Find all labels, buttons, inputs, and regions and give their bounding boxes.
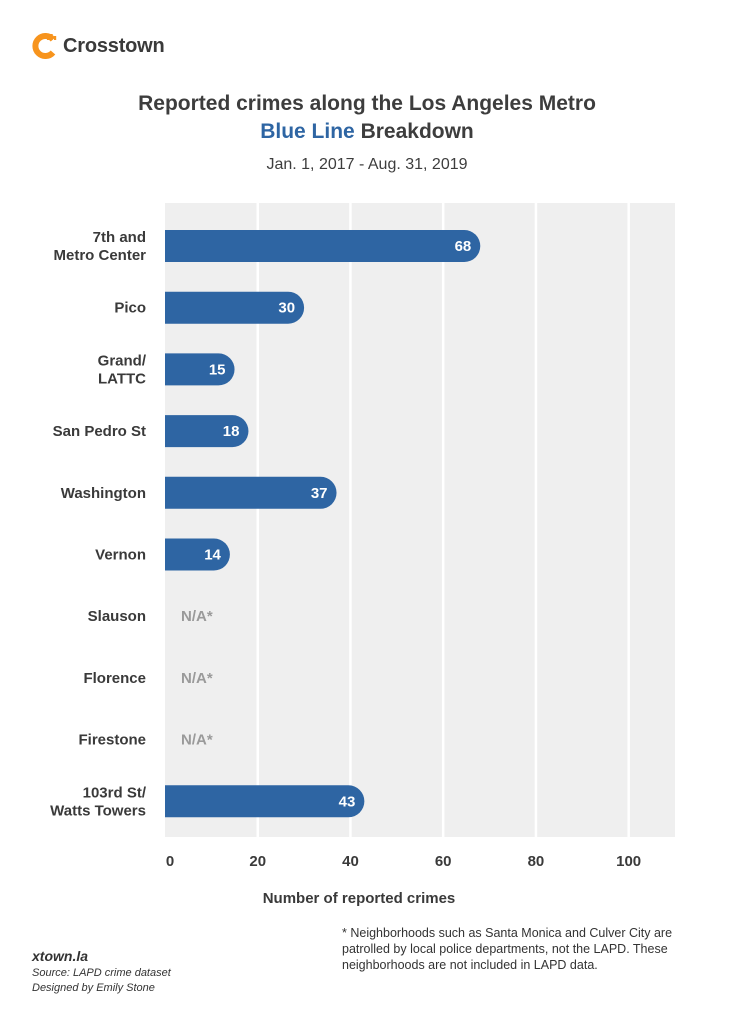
category-label-line: Metro Center	[53, 247, 146, 264]
category-label-line: Vernon	[95, 547, 146, 564]
category-label: 103rd St/Watts Towers	[50, 784, 147, 819]
category-label: 7th and Metro Center	[53, 229, 146, 264]
category-label: Washington	[61, 485, 146, 502]
title-rest: Breakdown	[354, 120, 474, 143]
x-tick-label: 100	[616, 853, 641, 870]
category-label: Grand/LATTC	[98, 352, 147, 387]
x-tick-label: 60	[435, 853, 452, 870]
na-label: N/A*	[181, 670, 213, 687]
title-line-2: Blue Line Breakdown	[0, 118, 734, 146]
bar-value-label: 37	[311, 485, 328, 502]
chart-subtitle: Jan. 1, 2017 - Aug. 31, 2019	[266, 156, 468, 173]
x-tick-label: 40	[342, 853, 359, 870]
category-label-line: San Pedro St	[53, 423, 146, 440]
bar-value-label: 30	[278, 300, 295, 317]
crosstown-logo-icon	[32, 33, 57, 59]
source-note: Source: LAPD crime dataset	[32, 967, 171, 979]
x-tick-label: 0	[166, 853, 174, 870]
category-label-line: Pico	[114, 300, 146, 317]
category-label-line: Washington	[61, 485, 146, 502]
category-label-line: Watts Towers	[50, 802, 146, 819]
category-label: Florence	[83, 670, 146, 687]
na-label: N/A*	[181, 732, 213, 749]
category-label: Slauson	[88, 608, 146, 625]
category-label-line: Florence	[83, 670, 146, 687]
bar-value-label: 68	[455, 238, 472, 255]
bar	[165, 785, 365, 818]
bar	[165, 291, 305, 324]
bar	[165, 476, 337, 509]
category-label-line: Firestone	[78, 732, 146, 749]
bar-value-label: 18	[223, 423, 240, 440]
category-label-line: LATTC	[98, 370, 146, 387]
x-tick-label: 80	[528, 853, 545, 870]
bar	[165, 230, 481, 262]
footer-credits: xtown.la Source: LAPD crime dataset Desi…	[32, 947, 171, 996]
x-tick-label: 20	[249, 853, 266, 870]
na-label: N/A*	[181, 608, 213, 625]
title-line-1: Reported crimes along the Los Angeles Me…	[138, 92, 596, 115]
site-link[interactable]: xtown.la	[32, 948, 89, 964]
category-label-line: 103rd St/	[83, 784, 147, 801]
category-label: Vernon	[95, 547, 146, 564]
bar-value-label: 14	[204, 547, 221, 564]
category-label: Firestone	[78, 732, 146, 749]
bar	[165, 538, 230, 571]
bar	[165, 415, 249, 448]
category-label: Pico	[114, 300, 146, 317]
bar	[165, 353, 235, 386]
chart-title: Reported crimes along the Los Angeles Me…	[0, 90, 734, 146]
category-label-line: Slauson	[88, 608, 146, 625]
x-axis-label: Number of reported crimes	[263, 890, 456, 907]
category-label-line: 7th and	[93, 229, 146, 246]
brand-name: Crosstown	[63, 34, 165, 57]
bar-value-label: 15	[209, 361, 226, 378]
title-accent: Blue Line	[260, 120, 355, 143]
designer-credit: Designed by Emily Stone	[32, 982, 155, 994]
bar-value-label: 43	[339, 793, 356, 810]
footnote: * Neighborhoods such as Santa Monica and…	[342, 926, 673, 972]
category-label-line: Grand/	[98, 352, 147, 369]
category-label: San Pedro St	[53, 423, 146, 440]
brand: Crosstown	[32, 32, 165, 60]
